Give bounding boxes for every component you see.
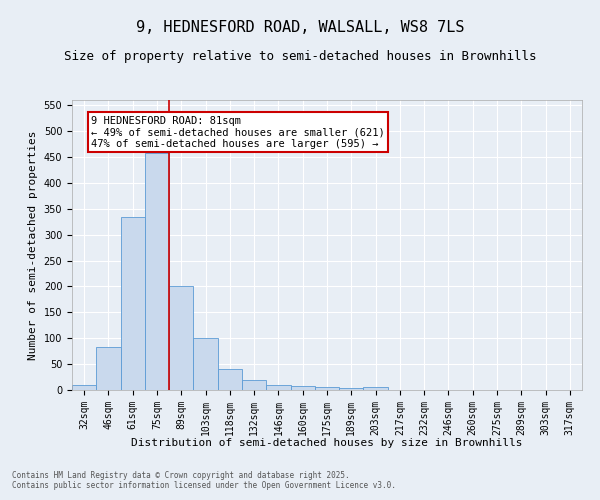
Bar	[266, 386, 290, 390]
Bar	[72, 385, 96, 390]
Text: 9, HEDNESFORD ROAD, WALSALL, WS8 7LS: 9, HEDNESFORD ROAD, WALSALL, WS8 7LS	[136, 20, 464, 35]
Bar	[242, 380, 266, 390]
Bar	[145, 154, 169, 390]
Bar	[364, 388, 388, 390]
Bar	[121, 216, 145, 390]
Bar	[339, 388, 364, 390]
Bar	[193, 338, 218, 390]
Bar	[290, 386, 315, 390]
Bar	[218, 370, 242, 390]
Bar	[315, 388, 339, 390]
Y-axis label: Number of semi-detached properties: Number of semi-detached properties	[28, 130, 38, 360]
Text: 9 HEDNESFORD ROAD: 81sqm
← 49% of semi-detached houses are smaller (621)
47% of : 9 HEDNESFORD ROAD: 81sqm ← 49% of semi-d…	[91, 116, 385, 148]
X-axis label: Distribution of semi-detached houses by size in Brownhills: Distribution of semi-detached houses by …	[131, 438, 523, 448]
Bar	[96, 347, 121, 390]
Bar	[169, 286, 193, 390]
Text: Size of property relative to semi-detached houses in Brownhills: Size of property relative to semi-detach…	[64, 50, 536, 63]
Text: Contains HM Land Registry data © Crown copyright and database right 2025.
Contai: Contains HM Land Registry data © Crown c…	[12, 470, 396, 490]
